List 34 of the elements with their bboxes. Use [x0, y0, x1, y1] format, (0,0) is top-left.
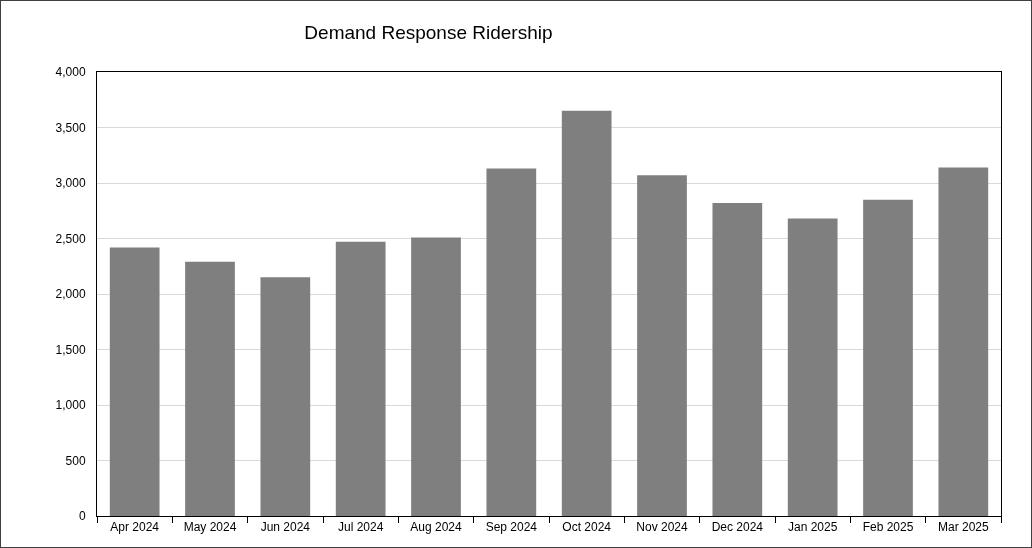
bar: [109, 247, 160, 516]
bar: [260, 277, 311, 516]
y-tick-label: 2,000: [55, 287, 86, 302]
bar: [335, 241, 386, 516]
x-tick-label: Jun 2024: [260, 520, 311, 535]
bar: [938, 167, 989, 516]
x-tick-label: Dec 2024: [711, 520, 764, 535]
bar: [637, 175, 687, 516]
bar: [561, 110, 612, 516]
x-tick-label: Feb 2025: [862, 520, 914, 535]
y-tick-label: 3,500: [55, 120, 86, 135]
bar: [712, 202, 763, 516]
y-tick-label: 500: [65, 453, 86, 468]
x-tick-label: Jul 2024: [337, 520, 384, 535]
chart-title: Demand Response Ridership: [304, 21, 553, 43]
y-tick-label: 1,000: [55, 398, 86, 413]
y-tick-label: 0: [78, 509, 86, 524]
x-tick-label: Oct 2024: [562, 520, 612, 535]
x-tick-label: Nov 2024: [636, 520, 689, 535]
y-tick-label: 1,500: [55, 342, 86, 357]
y-tick-label: 2,500: [55, 231, 86, 246]
bar: [863, 199, 913, 516]
x-tick-label: Sep 2024: [485, 520, 538, 535]
x-tick-label: Aug 2024: [410, 520, 463, 535]
x-tick-label: Apr 2024: [110, 520, 160, 535]
bar: [787, 218, 838, 516]
bar: [411, 237, 461, 516]
x-tick-label: Jan 2025: [787, 520, 838, 535]
x-tick-label: Mar 2025: [937, 520, 989, 535]
x-tick-label: May 2024: [183, 520, 237, 535]
bar: [486, 168, 537, 516]
y-tick-label: 4,000: [55, 65, 86, 80]
bar: [185, 261, 235, 516]
y-tick-label: 3,000: [55, 176, 86, 191]
